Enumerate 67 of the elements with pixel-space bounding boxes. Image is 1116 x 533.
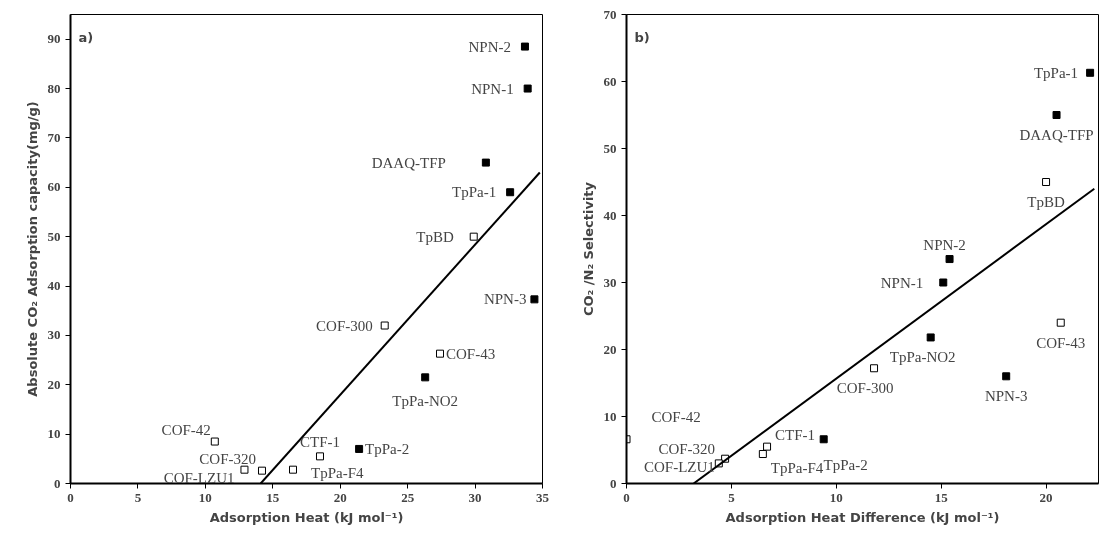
y-tick-label: 40: [603, 207, 617, 223]
annotation: TpBD: [1027, 194, 1065, 210]
y-axis-title: CO₂ /N₂ Selectivity: [580, 181, 596, 317]
y-tick-label: 30: [47, 327, 61, 343]
annotation: COF-43: [446, 345, 496, 362]
annotation: NPN-2: [923, 237, 966, 254]
annotation: DAAQ-TFP: [1019, 127, 1094, 143]
x-tick-label: 15: [266, 489, 280, 505]
annotation: NPN-1: [471, 80, 514, 97]
y-tick-label: 20: [47, 376, 61, 392]
y-tick-label: 10: [603, 408, 617, 424]
x-tick-label: 30: [468, 489, 482, 505]
annotation: COF-LZU1: [163, 469, 235, 486]
y-tick-label: 70: [603, 6, 617, 22]
annotation: TpPa-2: [365, 440, 410, 457]
annotation: TpPa-1: [451, 184, 497, 201]
x-tick-label: 0: [67, 489, 74, 505]
annotation: COF-42: [651, 409, 701, 426]
annotation: TpBD: [416, 228, 454, 245]
annotation: NPN-3: [483, 291, 527, 308]
x-tick-label: 5: [134, 489, 142, 505]
annotation: TpPa-1: [1033, 64, 1079, 81]
annotation: COF-320: [658, 440, 716, 457]
y-tick-label: 80: [47, 80, 61, 96]
y-tick-label: 20: [603, 341, 617, 357]
y-tick-label: 70: [47, 129, 61, 145]
annotation: a): [78, 29, 94, 45]
annotation: TpPa-F4: [770, 460, 824, 477]
x-tick-label: 35: [536, 489, 550, 505]
x-tick-label: 5: [728, 489, 736, 505]
x-tick-label: 10: [829, 489, 843, 505]
annotation: CTF-1: [299, 434, 340, 451]
x-axis-title: Adsorption Heat (kJ mol⁻¹): [209, 509, 404, 525]
y-tick-label: 90: [47, 31, 61, 47]
annotation: DAAQ-TFP: [371, 154, 446, 171]
annotation: NPN-3: [984, 388, 1028, 405]
annotation: COF-42: [161, 421, 211, 438]
y-tick-label: 60: [47, 179, 61, 195]
annotation: TpPa-F4: [311, 464, 365, 481]
annotation: b): [634, 29, 650, 45]
annotation: TpPa-NO2: [889, 349, 956, 366]
y-tick-label: 50: [47, 228, 61, 244]
annotation: COF-300: [316, 317, 373, 334]
annotation: COF-320: [199, 450, 257, 467]
y-tick-label: 0: [610, 475, 617, 491]
annotation: TpPa-2: [823, 457, 868, 474]
x-tick-label: 10: [198, 489, 212, 505]
x-axis-title: Adsorption Heat Difference (kJ mol⁻¹): [725, 509, 1000, 525]
annotation: TpPa-NO2: [392, 393, 459, 410]
x-tick-label: 20: [333, 489, 347, 505]
y-tick-label: 60: [603, 73, 617, 89]
annotation: COF-43: [1036, 334, 1086, 351]
y-tick-label: 50: [603, 140, 617, 156]
y-tick-label: 30: [603, 274, 617, 290]
y-axis-title: Absolute CO₂ Adsorption capacity(mg/g): [24, 101, 40, 397]
x-tick-label: 0: [623, 489, 630, 505]
annotation: CTF-1: [775, 426, 816, 443]
annotation: COF-300: [836, 380, 894, 397]
annotation: NPN-1: [880, 274, 924, 291]
x-tick-label: 20: [1039, 489, 1053, 505]
y-tick-label: 10: [47, 426, 61, 442]
y-tick-label: 0: [54, 475, 61, 491]
x-tick-label: 25: [401, 489, 415, 505]
annotation: COF-LZU1: [643, 459, 715, 476]
y-tick-label: 40: [47, 278, 61, 294]
x-tick-label: 15: [934, 489, 949, 505]
annotation: NPN-2: [468, 38, 511, 55]
